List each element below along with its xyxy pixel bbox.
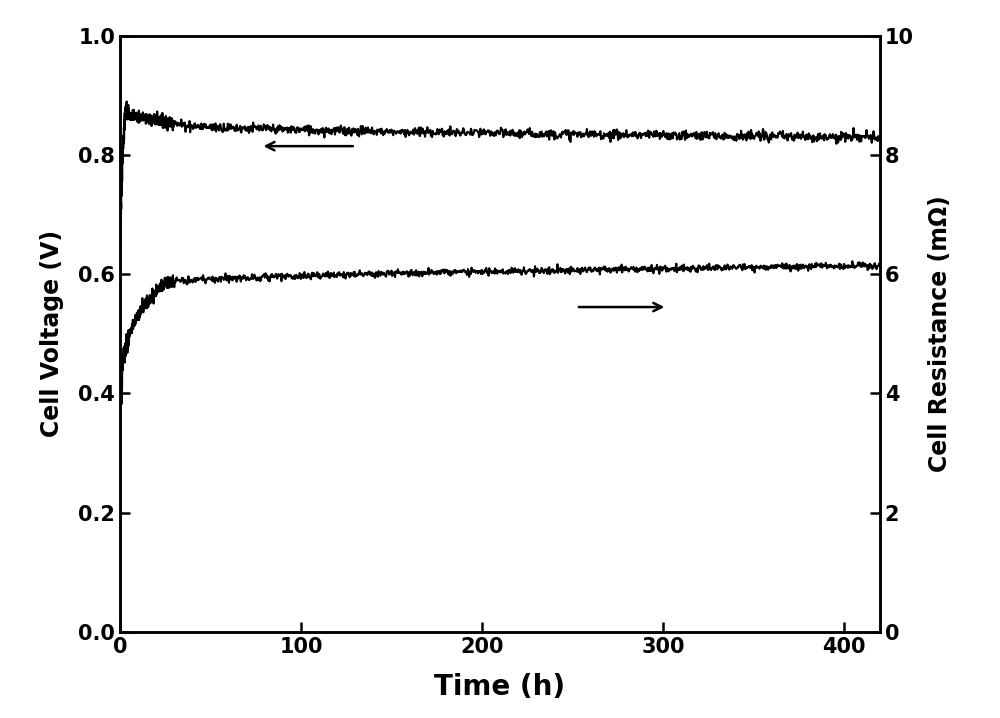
Y-axis label: Cell Voltage (V): Cell Voltage (V) (40, 230, 64, 437)
X-axis label: Time (h): Time (h) (434, 673, 566, 701)
Y-axis label: Cell Resistance (mΩ): Cell Resistance (mΩ) (928, 195, 952, 472)
